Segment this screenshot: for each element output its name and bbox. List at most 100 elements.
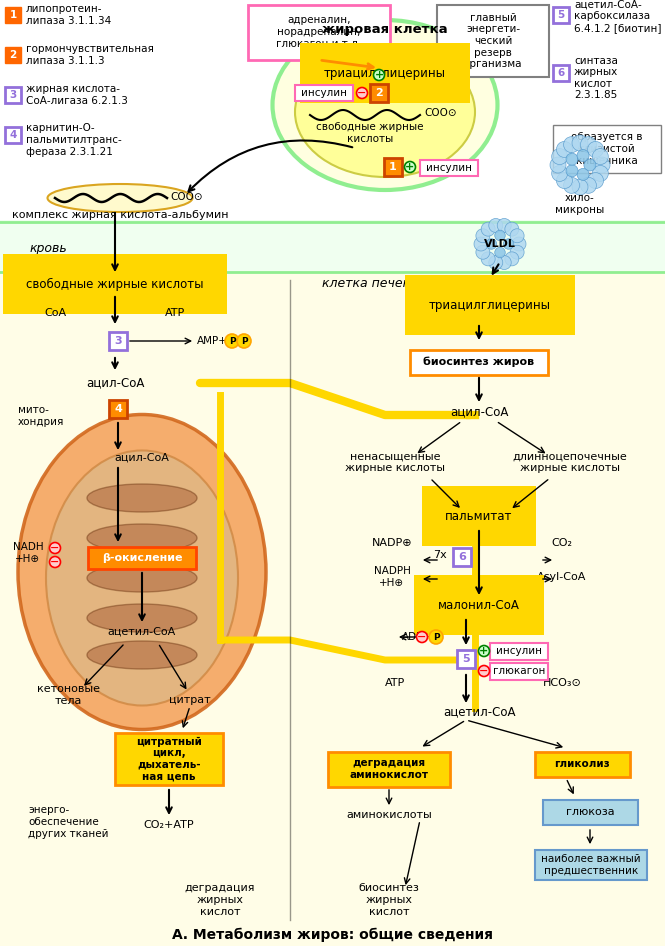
FancyBboxPatch shape [248,5,390,60]
Text: β-окисление: β-окисление [102,553,182,563]
Text: глюкоза: глюкоза [566,807,614,817]
Text: COO⊙: COO⊙ [170,192,203,202]
Circle shape [497,219,511,233]
Text: P: P [229,337,235,345]
FancyBboxPatch shape [490,663,548,680]
Text: гликолиз: гликолиз [554,759,610,769]
Text: клетка печени: клетка печени [322,276,418,289]
Text: ацил-СоА: ацил-СоА [86,377,144,390]
FancyBboxPatch shape [295,85,353,101]
Text: гормончувствительная
липаза 3.1.1.3: гормончувствительная липаза 3.1.1.3 [26,44,154,66]
Text: +: + [374,70,384,80]
Text: цитрат: цитрат [169,695,211,705]
Circle shape [497,255,511,270]
Text: жировая клетка: жировая клетка [322,24,448,37]
Text: ATP: ATP [385,678,405,688]
Circle shape [588,142,604,157]
FancyBboxPatch shape [410,350,548,375]
Text: +: + [406,162,414,172]
FancyBboxPatch shape [453,548,471,566]
Text: образуется в
слизистой
кишечника: образуется в слизистой кишечника [571,132,643,166]
Text: 1: 1 [9,10,17,20]
Circle shape [495,247,505,258]
Circle shape [581,136,597,152]
Text: биосинтез жиров: биосинтез жиров [424,357,535,367]
Circle shape [510,245,524,259]
Text: карнитин-О-
пальмитилтранс-
фераза 2.3.1.21: карнитин-О- пальмитилтранс- фераза 2.3.1… [26,123,122,157]
Circle shape [474,237,488,251]
Text: глюкагон: глюкагон [493,666,545,676]
Circle shape [481,222,495,236]
Circle shape [404,162,416,172]
Ellipse shape [87,641,197,669]
FancyBboxPatch shape [437,5,549,77]
Text: хило-
микроны: хило- микроны [555,193,604,215]
Circle shape [479,665,489,676]
Circle shape [557,142,573,157]
FancyBboxPatch shape [553,125,661,173]
Circle shape [593,149,608,165]
FancyBboxPatch shape [0,220,665,275]
Circle shape [512,237,526,251]
Circle shape [594,157,610,173]
Text: NADPH
+H⊕: NADPH +H⊕ [374,567,410,587]
Circle shape [584,159,596,171]
Text: инсулин: инсулин [426,163,472,173]
Text: NADH
+H⊕: NADH +H⊕ [13,542,43,564]
Text: 2: 2 [9,50,17,60]
FancyBboxPatch shape [5,87,21,103]
Text: наиболее важный
предшественник: наиболее важный предшественник [541,854,641,876]
FancyBboxPatch shape [420,160,478,176]
Circle shape [476,229,490,243]
Circle shape [563,177,580,193]
Text: −: − [51,543,60,553]
Text: ацетил-СоА-
карбоксилаза
6.4.1.2 [биотин]: ацетил-СоА- карбоксилаза 6.4.1.2 [биотин… [574,0,662,32]
Text: −: − [51,557,60,567]
Text: HCO₃⊙: HCO₃⊙ [543,678,581,688]
Text: энерго-
обеспечение
других тканей: энерго- обеспечение других тканей [28,805,108,838]
Circle shape [481,252,495,266]
FancyBboxPatch shape [5,7,21,23]
FancyBboxPatch shape [109,332,127,350]
Text: ADP+: ADP+ [402,632,432,642]
Circle shape [552,149,568,165]
FancyBboxPatch shape [457,650,475,668]
Text: инсулин: инсулин [301,88,347,98]
Text: NADP⊕: NADP⊕ [372,538,412,548]
Text: P: P [433,633,440,641]
Text: инсулин: инсулин [496,646,542,656]
Ellipse shape [47,184,192,212]
Text: кетоновые
тела: кетоновые тела [37,684,100,706]
FancyBboxPatch shape [5,127,21,143]
FancyBboxPatch shape [88,547,196,569]
Circle shape [581,177,597,193]
Text: свободные жирные
кислоты: свободные жирные кислоты [317,122,424,144]
FancyBboxPatch shape [328,752,450,787]
Circle shape [557,172,573,188]
Circle shape [588,172,604,188]
Text: липопротеин-
липаза 3.1.1.34: липопротеин- липаза 3.1.1.34 [26,4,111,26]
Text: пальмитат: пальмитат [446,510,513,522]
Circle shape [510,229,524,243]
Ellipse shape [87,484,197,512]
Text: биосинтез
жирных
кислот: биосинтез жирных кислот [358,884,420,917]
FancyBboxPatch shape [535,752,630,777]
Text: 4: 4 [9,130,17,140]
Text: цитратный
цикл,
дыхатель-
ная цепь: цитратный цикл, дыхатель- ная цепь [136,737,202,781]
Text: 6: 6 [458,552,466,562]
Circle shape [577,149,589,162]
Text: −: − [479,666,489,676]
Circle shape [563,136,580,152]
Text: кровь: кровь [30,241,68,254]
Text: +: + [479,646,489,656]
FancyBboxPatch shape [109,400,127,418]
Circle shape [225,334,239,348]
Circle shape [503,238,514,249]
FancyBboxPatch shape [370,84,388,102]
Text: Acyl-CoA: Acyl-CoA [537,572,587,582]
Text: синтаза
жирных
кислот
2.3.1.85: синтаза жирных кислот 2.3.1.85 [574,56,618,100]
Circle shape [489,219,503,233]
Circle shape [566,153,578,166]
Circle shape [572,135,588,151]
Text: деградация
жирных
кислот: деградация жирных кислот [185,884,255,917]
